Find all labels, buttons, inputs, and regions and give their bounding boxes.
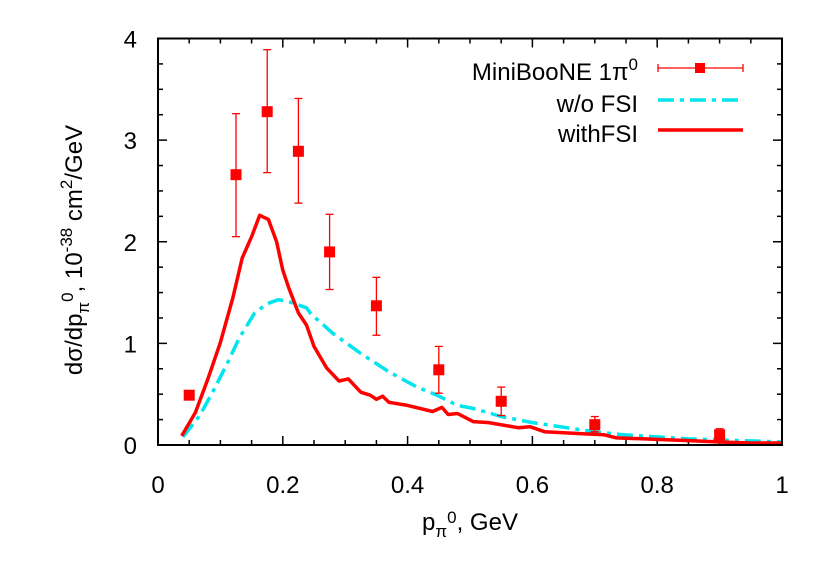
x-tick-label: 1 xyxy=(775,472,788,499)
y-tick-label: 4 xyxy=(124,27,137,54)
y-tick-label: 3 xyxy=(124,128,137,155)
data-point xyxy=(292,97,304,204)
data-point xyxy=(714,428,726,441)
x-tick-label: 0.6 xyxy=(516,472,549,499)
x-tick-label: 0.4 xyxy=(391,472,424,499)
data-point xyxy=(324,213,336,291)
data-point xyxy=(183,389,195,401)
legend-marker-miniboone xyxy=(657,63,744,73)
y-tick-label: 1 xyxy=(124,331,137,358)
x-tick-label: 0 xyxy=(151,472,164,499)
plot-frame xyxy=(157,37,783,446)
axis-ticks xyxy=(157,37,783,446)
data-point xyxy=(589,415,601,433)
tick-labels: 0 0.2 0.4 0.6 0.8 1 0 1 2 3 4 xyxy=(124,27,789,500)
x-tick-label: 0.8 xyxy=(641,472,674,499)
data-point xyxy=(261,49,273,174)
series-miniboone-data xyxy=(183,49,726,441)
series-with-fsi xyxy=(180,213,782,445)
series-without-fsi xyxy=(181,297,783,444)
x-tick-label: 0.2 xyxy=(266,472,299,499)
y-tick-label: 2 xyxy=(124,230,137,257)
y-tick-label: 0 xyxy=(124,433,137,460)
data-point xyxy=(370,276,382,336)
data-point xyxy=(433,345,445,394)
x-axis-label: pπ0, GeV xyxy=(422,508,518,541)
legend-label-with-fsi: withFSI xyxy=(557,121,638,148)
data-point xyxy=(230,113,242,238)
legend-label-miniboone: MiniBooNE 1π0 xyxy=(472,55,638,86)
y-axis-label: dσ/dpπ0, 10-38 cm2/GeV xyxy=(57,125,93,375)
legend-label-without-fsi: w/o FSI xyxy=(556,91,638,118)
data-point xyxy=(495,386,507,417)
legend: MiniBooNE 1π0 w/o FSI withFSI xyxy=(472,55,744,148)
